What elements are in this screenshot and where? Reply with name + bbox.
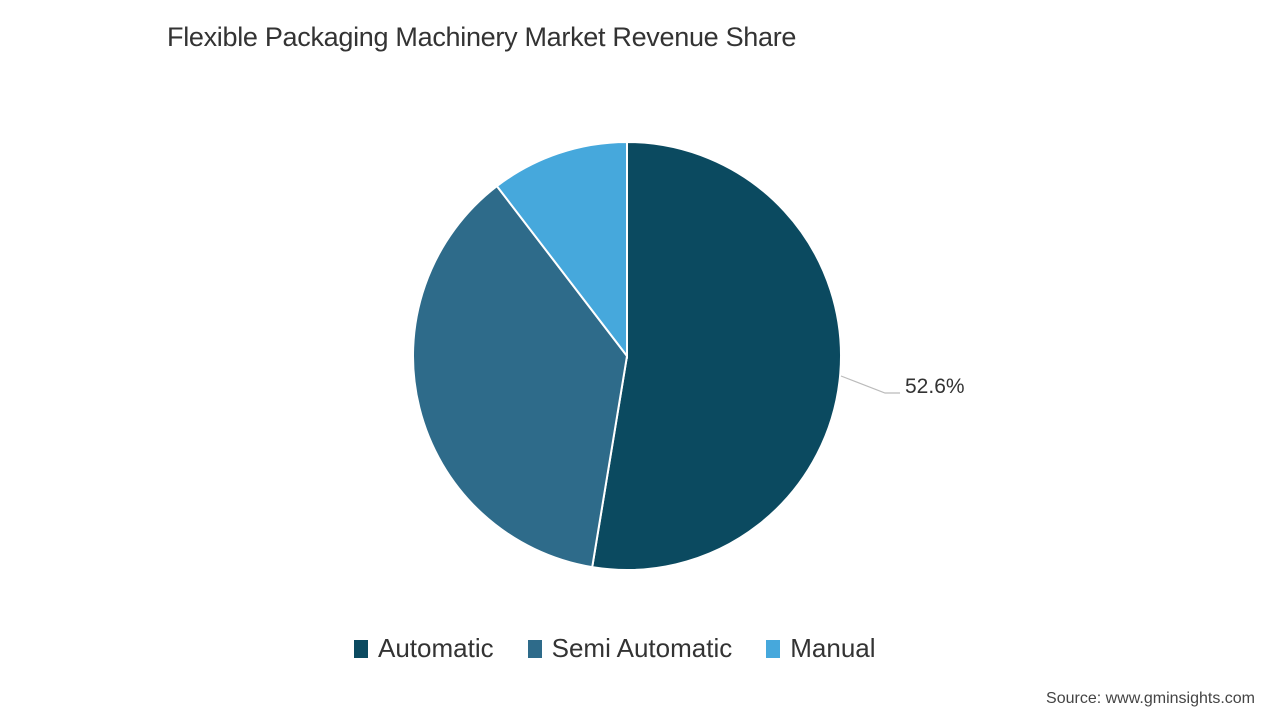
legend-swatch-semi-automatic	[527, 639, 542, 658]
legend-swatch-automatic	[354, 639, 368, 658]
pie-slice-manual[interactable]	[495, 140, 628, 359]
pie-slice-automatic[interactable]	[591, 140, 843, 571]
legend-item-automatic[interactable]: Automatic	[354, 633, 494, 664]
legend-label: Manual	[790, 633, 876, 663]
source-credit: Source: www.gminsights.com	[1046, 690, 1255, 707]
legend-item-manual[interactable]: Manual	[766, 633, 876, 664]
label-leader-line	[840, 375, 900, 394]
legend-label: Automatic	[378, 633, 494, 663]
pie-slices	[412, 140, 843, 571]
legend: Automatic Semi Automatic Manual	[354, 633, 910, 664]
pie-slice-semi-automatic[interactable]	[412, 184, 629, 569]
legend-swatch-manual	[766, 639, 781, 658]
legend-label: Semi Automatic	[551, 633, 733, 663]
automatic-percent-label: 52.6%	[905, 375, 965, 398]
chart-title: Flexible Packaging Machinery Market Reve…	[167, 22, 797, 52]
legend-item-semi-automatic[interactable]: Semi Automatic	[527, 633, 733, 664]
